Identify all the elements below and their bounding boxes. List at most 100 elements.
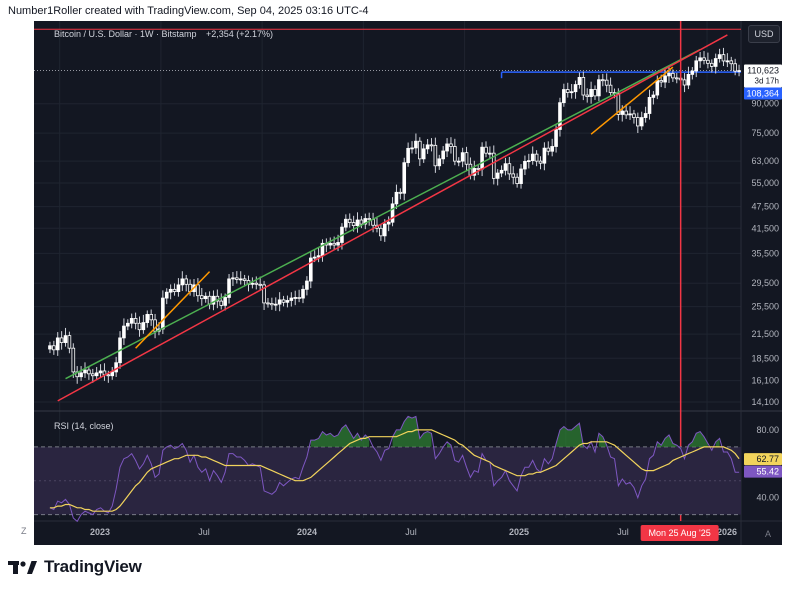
candle-body-49: [238, 278, 243, 281]
candle-body-11: [90, 373, 95, 377]
trendline-red: [57, 34, 728, 402]
tradingview-logo-icon: [8, 561, 37, 574]
candle-body-33: [176, 284, 181, 293]
candle-body-126: [538, 160, 543, 164]
candle-body-133: [565, 89, 570, 93]
candle-body-19: [122, 325, 126, 339]
candle-body-53: [254, 282, 259, 285]
candle-body-154: [647, 97, 652, 114]
candle-body-74: [336, 242, 340, 246]
candle-body-174: [725, 60, 730, 63]
candle-body-161: [674, 77, 679, 80]
time-tick-label-3: Jul: [405, 527, 417, 537]
candle-body-21: [129, 318, 134, 324]
price-tick-label-1: 75,000: [751, 128, 779, 138]
candle-body-168: [702, 57, 706, 61]
candle-body-135: [573, 84, 578, 93]
blue-level-badge: [744, 87, 782, 100]
candle-body-17: [114, 362, 118, 373]
trendline-orange-1: [135, 271, 211, 349]
price-tick-label-8: 25,500: [751, 302, 779, 312]
candle-body-160: [671, 72, 675, 79]
candle-body-8: [79, 372, 83, 378]
current-price-text: 110,623: [747, 66, 779, 76]
candle-body-6: [71, 347, 76, 373]
candle-body-132: [562, 89, 566, 104]
trendline-green: [65, 48, 701, 380]
chart-title: Bitcoin / U.S. Dollar · 1W · Bitstamp: [54, 29, 197, 39]
candle-body-54: [258, 283, 262, 286]
candle-body-86: [382, 223, 387, 237]
candle-body-13: [98, 370, 103, 374]
candle-body-165: [690, 70, 695, 75]
candle-body-25: [145, 314, 150, 323]
candle-body-65: [301, 288, 305, 299]
candle-body-146: [616, 92, 621, 115]
time-tick-label-1: Jul: [198, 527, 210, 537]
rsi-overbought-fill-5: [556, 423, 584, 447]
candle-body-167: [698, 57, 702, 62]
candle-body-176: [733, 63, 737, 72]
candle-body-44: [219, 300, 224, 306]
candle-body-138: [585, 94, 590, 97]
candle-body-153: [643, 113, 648, 118]
date-marker-text: Mon 25 Aug '25: [649, 528, 711, 538]
corner-a-label[interactable]: A: [765, 529, 772, 539]
corner-z-label[interactable]: Z: [21, 526, 27, 536]
price-tick-label-11: 16,100: [751, 376, 779, 386]
candle-body-105: [456, 160, 461, 163]
chart-change-label: +2,354 (+2.17%): [206, 29, 273, 39]
candle-body-27: [153, 319, 157, 332]
candle-body-4: [63, 335, 68, 343]
candle-body-2: [55, 337, 60, 351]
candle-body-42: [211, 295, 216, 305]
candle-body-127: [542, 147, 547, 164]
candle-body-96: [421, 148, 426, 160]
candle-body-63: [293, 297, 298, 299]
candle-body-134: [569, 91, 574, 94]
candle-body-5: [67, 335, 72, 349]
candle-body-47: [231, 277, 235, 280]
candle-body-119: [511, 173, 516, 178]
current-price-badge: [744, 64, 782, 88]
candle-body-72: [328, 242, 333, 246]
candle-body-62: [289, 297, 294, 301]
candle-body-32: [172, 288, 177, 293]
candle-body-143: [604, 79, 609, 86]
candle-body-35: [184, 278, 189, 285]
candle-body-102: [445, 143, 449, 152]
chart-canvas[interactable]: Bitcoin / U.S. Dollar · 1W · Bitstamp +2,…: [34, 21, 782, 545]
candle-body-107: [464, 152, 469, 165]
candle-body-123: [527, 160, 531, 163]
candle-body-141: [597, 79, 601, 97]
candle-body-39: [199, 295, 204, 300]
candle-body-69: [316, 255, 321, 258]
candle-body-45: [223, 297, 227, 306]
candle-body-110: [476, 168, 481, 170]
candle-body-94: [414, 140, 418, 149]
rsi-ma-value: 62.77: [756, 454, 779, 464]
candle-body-130: [554, 129, 558, 147]
candle-body-137: [581, 77, 586, 96]
candle-body-121: [519, 168, 523, 184]
candle-body-93: [410, 147, 414, 150]
chart-frame[interactable]: Bitcoin / U.S. Dollar · 1W · Bitstamp +2,…: [21, 21, 782, 545]
candle-body-57: [270, 303, 274, 306]
candle-body-12: [94, 372, 99, 377]
candle-body-144: [608, 84, 613, 93]
time-tick-label-4: 2025: [509, 527, 529, 537]
candle-body-3: [59, 337, 64, 343]
candle-body-67: [308, 257, 313, 282]
candle-body-82: [367, 218, 371, 221]
candle-body-122: [523, 160, 527, 170]
rsi-title: RSI (14, close): [54, 421, 114, 431]
candle-body-31: [168, 288, 173, 293]
candle-body-152: [639, 117, 644, 127]
price-tick-label-9: 21,500: [751, 329, 779, 339]
currency-button[interactable]: USD: [748, 25, 780, 43]
candle-body-104: [453, 146, 457, 162]
price-tick-label-10: 18,500: [751, 353, 779, 363]
candle-body-66: [305, 280, 309, 290]
time-tick-label-5: Jul: [617, 527, 629, 537]
candle-body-95: [418, 140, 422, 160]
